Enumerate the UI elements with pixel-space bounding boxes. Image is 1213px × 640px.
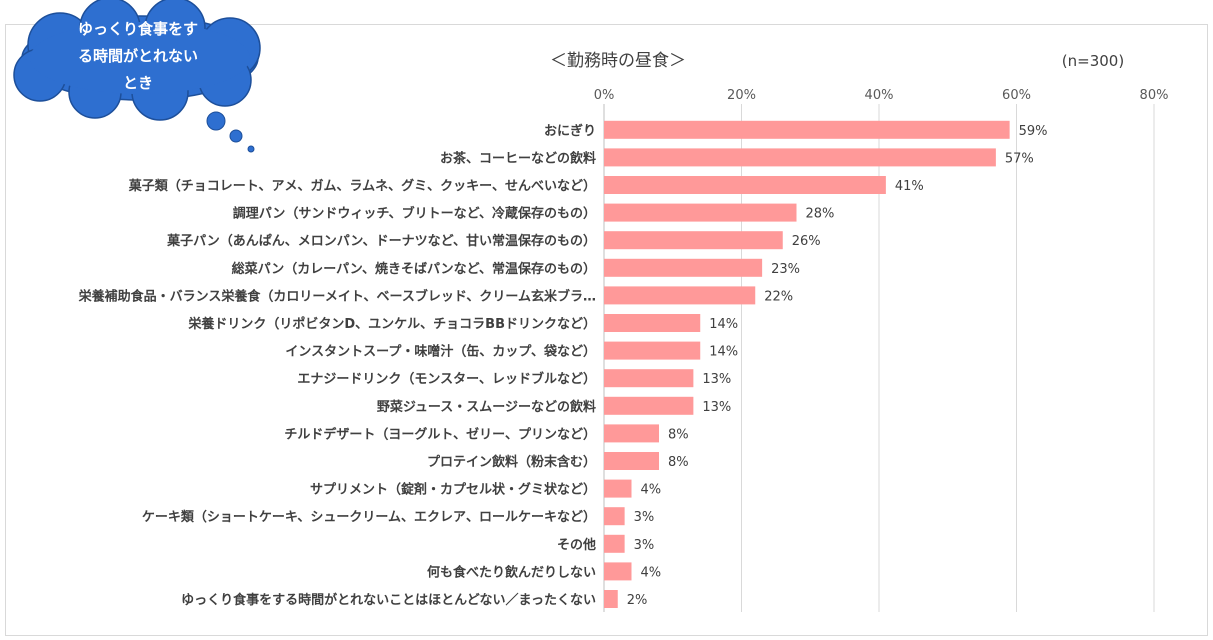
bar [604, 286, 756, 305]
category-label: エナジードリンク（モンスター、レッドブルなど） [297, 371, 596, 387]
category-label: 調理パン（サンドウィッチ、ブリトーなど、冷蔵保存のもの） [233, 206, 596, 222]
bar [604, 148, 996, 167]
bar [604, 534, 625, 553]
value-label: 3% [634, 510, 655, 525]
bar [604, 176, 886, 194]
value-label: 59% [1019, 124, 1048, 139]
sample-size-note: (n=300) [1062, 52, 1124, 70]
category-label: サプリメント（錠剤・カプセル状・グミ状など） [310, 482, 596, 498]
value-label: 57% [1005, 151, 1034, 166]
value-label: 14% [709, 345, 738, 360]
value-label: 3% [634, 538, 655, 553]
bubble-line-1: ゆっくり食事をす [78, 20, 198, 38]
category-label: プロテイン飲料（粉末含む） [427, 454, 596, 470]
category-labels: おにぎりお茶、コーヒーなどの飲料菓子類（チョコレート、アメ、ガム、ラムネ、グミ、… [78, 123, 596, 608]
value-label: 4% [641, 483, 662, 498]
bar [604, 203, 797, 222]
category-label: チルドデザート（ヨーグルト、ゼリー、プリンなど） [284, 426, 596, 442]
x-tick-label: 0% [594, 88, 615, 103]
category-label: 栄養ドリンク（リポビタンD、ユンケル、チョコラBBドリンクなど） [187, 316, 596, 332]
bar [604, 507, 625, 526]
x-tick-label: 80% [1140, 88, 1169, 103]
value-label: 26% [792, 234, 821, 249]
x-tick-label: 60% [1002, 88, 1031, 103]
bar [604, 562, 632, 581]
value-label: 8% [668, 427, 689, 442]
bubble-line-2: る時間がとれない [78, 47, 198, 65]
bar [604, 120, 1010, 139]
category-label: 菓子類（チョコレート、アメ、ガム、ラムネ、グミ、クッキー、せんべいなど） [128, 178, 596, 194]
x-tick-label: 40% [865, 88, 894, 103]
value-label: 23% [771, 262, 800, 277]
category-label: 菓子パン（あんぱん、メロンパン、ドーナツなど、甘い常温保存のもの） [166, 233, 596, 249]
value-label: 14% [709, 317, 738, 332]
bar [604, 452, 659, 470]
category-label: その他 [557, 537, 596, 553]
value-labels: 59% 57% 41% 28% 26% 23% 22% 14% 14% 13% 13% 8% 8% 4% 3… [627, 124, 1048, 608]
thought-dot-medium [229, 129, 243, 143]
value-label: 28% [806, 207, 835, 222]
value-label: 2% [627, 593, 648, 608]
value-label: 13% [702, 400, 731, 415]
x-axis-ticks: 0% 20% 40% 60% 80% [594, 88, 1169, 103]
category-label: お茶、コーヒーなどの飲料 [440, 150, 596, 166]
bar [604, 424, 659, 443]
value-label: 8% [668, 455, 689, 470]
bar [604, 369, 694, 388]
category-label: 野菜ジュース・スムージーなどの飲料 [377, 399, 596, 415]
category-label: 栄養補助食品・バランス栄養食（カロリーメイト、ベースブレッド、クリーム玄米ブラ… [78, 288, 596, 304]
bar [604, 258, 763, 277]
thought-dot-small [247, 145, 255, 153]
category-label: 何も食べたり飲んだりしない [427, 564, 596, 580]
thought-dot-large [206, 111, 226, 131]
bar [604, 396, 694, 415]
bars [604, 120, 1010, 608]
category-label: ケーキ類（ショートケーキ、シュークリーム、エクレア、ロールケーキなど） [142, 509, 596, 525]
thought-bubble: ゆっくり食事をす る時間がとれない とき [13, 0, 261, 153]
value-label: 4% [641, 565, 662, 580]
bar [604, 341, 701, 360]
chart-frame [5, 24, 1208, 636]
value-label: 22% [764, 289, 793, 304]
bar [604, 314, 701, 332]
category-label: インスタントスープ・味噌汁（缶、カップ、袋など） [285, 344, 596, 360]
chart-title: ＜勤務時の昼食＞ [550, 51, 686, 71]
bubble-line-3: とき [123, 74, 153, 92]
category-label: ゆっくり食事をする時間がとれないことはほとんどない／まったくない [181, 592, 596, 608]
bar [604, 590, 618, 608]
x-tick-label: 20% [727, 88, 756, 103]
value-label: 41% [895, 179, 924, 194]
bar [604, 479, 632, 498]
value-label: 13% [702, 372, 731, 387]
category-label: おにぎり [544, 123, 596, 139]
category-label: 総菜パン（カレーパン、焼きそばパンなど、常温保存のもの） [232, 261, 596, 277]
bar [604, 231, 783, 250]
